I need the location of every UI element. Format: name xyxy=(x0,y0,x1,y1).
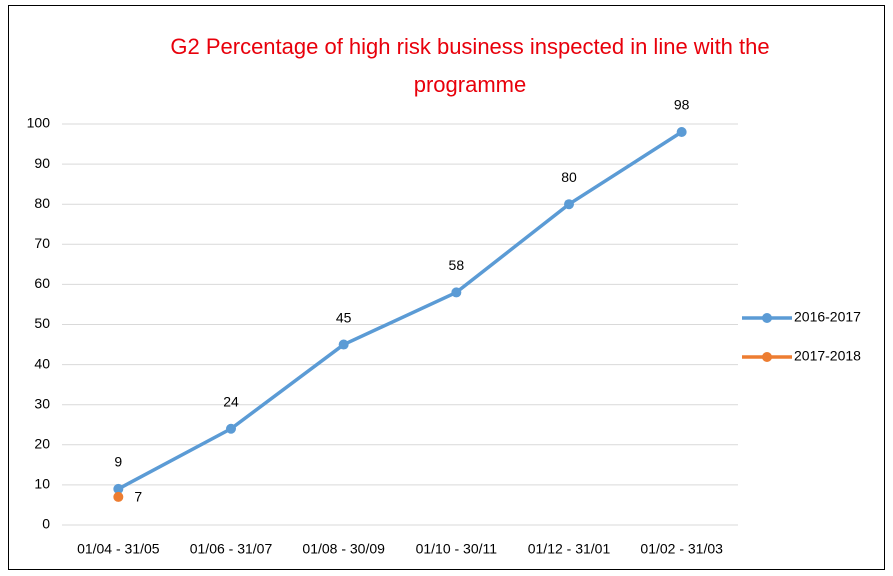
data-label: 80 xyxy=(561,169,577,185)
data-point xyxy=(564,199,574,210)
x-tick-label: 01/08 - 30/09 xyxy=(302,541,385,557)
chart-title: G2 Percentage of high risk business insp… xyxy=(170,34,770,97)
y-tick-label: 100 xyxy=(27,115,51,131)
y-tick-label: 40 xyxy=(34,355,50,371)
y-tick-label: 90 xyxy=(34,155,50,171)
data-label: 58 xyxy=(449,257,465,273)
x-tick-label: 01/02 - 31/03 xyxy=(640,541,723,557)
data-label: 9 xyxy=(114,454,122,470)
legend-label: 2017-2018 xyxy=(794,348,861,364)
data-point xyxy=(451,287,462,298)
y-tick-label: 80 xyxy=(34,195,50,211)
y-tick-label: 30 xyxy=(34,395,50,411)
data-point xyxy=(113,483,124,494)
y-tick-label: 0 xyxy=(42,516,50,532)
data-point xyxy=(338,339,349,350)
y-tick-label: 70 xyxy=(34,235,50,251)
series-line xyxy=(117,130,683,491)
legend-label: 2016-2017 xyxy=(794,309,861,325)
data-point xyxy=(676,127,687,138)
data-label: 24 xyxy=(223,393,239,409)
data-label: 98 xyxy=(674,97,690,113)
x-tick-label: 01/04 - 31/05 xyxy=(77,541,160,557)
x-tick-label: 01/06 - 31/07 xyxy=(190,541,273,557)
legend-marker xyxy=(762,352,772,362)
x-tick-label: 01/12 - 31/01 xyxy=(528,541,611,557)
legend-marker xyxy=(762,313,772,323)
data-point xyxy=(226,423,236,434)
y-tick-label: 60 xyxy=(34,275,50,291)
y-tick-label: 50 xyxy=(34,315,50,331)
y-tick-label: 20 xyxy=(34,436,50,452)
data-point xyxy=(113,491,124,502)
data-label: 45 xyxy=(336,309,352,325)
x-tick-label: 01/10 - 30/11 xyxy=(416,541,498,557)
y-tick-label: 10 xyxy=(34,476,50,492)
data-label: 7 xyxy=(134,489,142,505)
chart-border xyxy=(8,5,885,570)
